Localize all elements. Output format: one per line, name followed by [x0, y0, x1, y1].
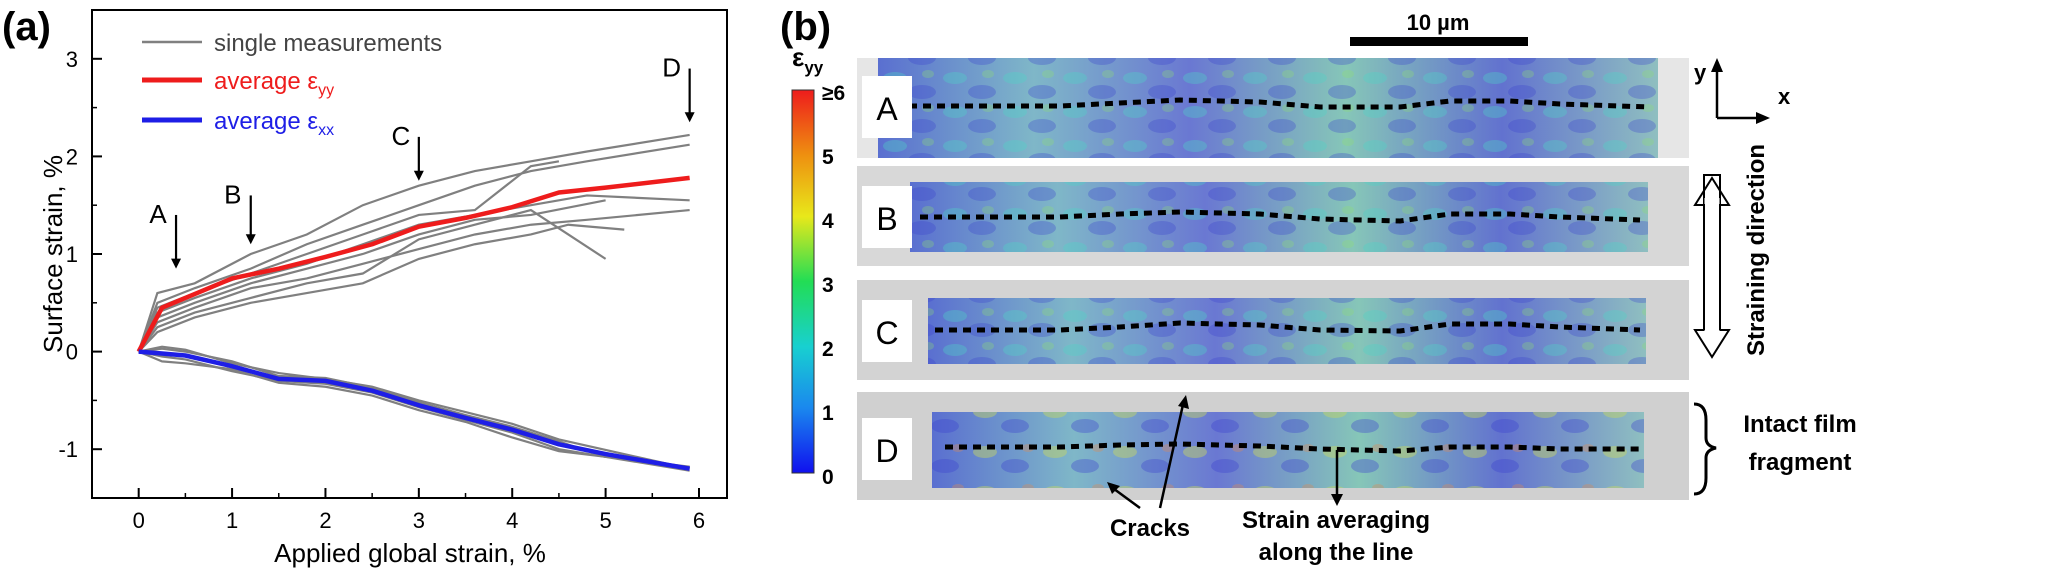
averaging-line	[920, 209, 1641, 224]
x-tick-label: 2	[319, 508, 331, 533]
legend-single-label: single measurements	[214, 30, 442, 57]
strip-label: D	[875, 433, 898, 469]
legend-eyy-label: average εyy	[214, 68, 334, 99]
scalebar	[1350, 37, 1528, 46]
x-tick-label: 6	[693, 508, 705, 533]
annotation-label: A	[149, 199, 167, 229]
cracks-arrows	[1107, 395, 1189, 510]
y-tick-label: 2	[66, 144, 78, 169]
x-tick-label: 5	[599, 508, 611, 533]
intact-label-line-2: fragment	[1749, 449, 1852, 476]
y-direction-label: y	[1694, 60, 1707, 85]
single-measurement-line	[137, 143, 690, 352]
y-tick-label: 1	[66, 242, 78, 267]
x-axis-label: Applied global strain, %	[274, 538, 546, 568]
strain-strip-d: D	[857, 392, 1689, 500]
y-tick-label: -1	[58, 437, 78, 462]
colorbar-tick: 0	[822, 466, 834, 489]
average-series-line	[136, 175, 690, 353]
averaging-arrow	[1331, 450, 1343, 506]
straining-direction-label: Straining direction	[1743, 144, 1770, 356]
strain-strip-a: A	[857, 58, 1689, 158]
x-direction-label: x	[1778, 84, 1791, 109]
colorbar-title: εyy	[792, 42, 824, 77]
panel-a: (a) 0 1 2 3 4 5 6 -1 0 1 2 3 A B C D single measuremen…	[0, 0, 760, 573]
annotation-label: D	[662, 53, 681, 83]
y-axis-label: Surface strain, %	[38, 155, 68, 353]
strip-label: B	[876, 201, 897, 237]
averaging-label-line-2: along the line	[1259, 539, 1414, 566]
strip-label: A	[876, 91, 898, 127]
colorbar	[791, 89, 815, 474]
intact-label-line-1: Intact film	[1743, 411, 1856, 438]
intact-fragment-bracket	[1693, 402, 1717, 496]
annotation-label: C	[391, 121, 410, 151]
averaging-line	[935, 320, 1641, 334]
legend-exx-label: average εxx	[214, 108, 334, 139]
panel-b: (b) 10 µm εyy ≥6 5 4 3 2 1 0 A	[760, 0, 2067, 573]
colorbar-tick: 5	[822, 146, 834, 169]
straining-direction-arrow	[1693, 174, 1731, 359]
annotation-arrowhead	[413, 170, 424, 181]
single-measurement-line	[137, 133, 690, 352]
averaging-label-line-1: Strain averaging	[1242, 507, 1430, 534]
average-series-line	[138, 349, 691, 471]
strain-map-figure: (b) 10 µm εyy ≥6 5 4 3 2 1 0 A	[780, 5, 1857, 566]
y-tick-label: 0	[66, 340, 78, 365]
panel-b-label: (b)	[780, 5, 831, 49]
strip-label-box	[862, 418, 912, 480]
colorbar-tick: 2	[822, 338, 834, 361]
strain-strip-b: B	[857, 166, 1689, 266]
colorbar-tick: ≥6	[822, 82, 845, 105]
single-measurement-line	[137, 223, 625, 353]
xy-axes-glyph: y x	[1694, 58, 1791, 124]
single-measurement-line	[138, 350, 690, 468]
plot-frame	[91, 9, 728, 499]
averaging-line	[895, 97, 1651, 110]
colorbar-tick: 1	[822, 402, 834, 425]
strain-strip-c: C	[857, 280, 1689, 380]
colorbar-ticks: ≥6 5 4 3 2 1 0	[822, 82, 845, 489]
strain-chart: (a) 0 1 2 3 4 5 6 -1 0 1 2 3 A B C D single measuremen…	[2, 5, 728, 568]
single-measurement-line	[138, 350, 690, 472]
panel-a-label: (a)	[2, 5, 51, 49]
annotation-arrowhead	[684, 112, 695, 123]
cracks-label: Cracks	[1110, 515, 1190, 542]
average-lines	[136, 175, 691, 471]
single-measurement-line	[137, 194, 690, 353]
strip-label-box	[862, 186, 912, 248]
colorbar-tick: 4	[822, 210, 834, 233]
x-tick-label: 3	[413, 508, 425, 533]
legend: single measurements average εyy average …	[142, 30, 442, 139]
single-measurement-line	[137, 160, 560, 353]
y-tick-label: 3	[66, 47, 78, 72]
single-measurement-lines	[137, 133, 690, 472]
scalebar-label: 10 µm	[1407, 10, 1470, 35]
averaging-line	[945, 441, 1640, 454]
strip-label: C	[875, 315, 898, 351]
annotations: A B C D	[149, 53, 695, 269]
x-tick-label: 4	[506, 508, 518, 533]
single-measurement-line	[137, 208, 607, 353]
strip-label-box	[862, 300, 912, 362]
x-tick-label: 1	[226, 508, 238, 533]
colorbar-tick: 3	[822, 274, 834, 297]
annotation-arrowhead	[245, 234, 256, 245]
single-measurement-line	[138, 345, 690, 470]
axis-ticks: 0 1 2 3 4 5 6 -1 0 1 2 3	[58, 9, 705, 533]
strip-label-box	[862, 76, 912, 138]
annotation-label: B	[224, 179, 241, 209]
x-tick-label: 0	[133, 508, 145, 533]
annotation-arrowhead	[171, 258, 182, 269]
